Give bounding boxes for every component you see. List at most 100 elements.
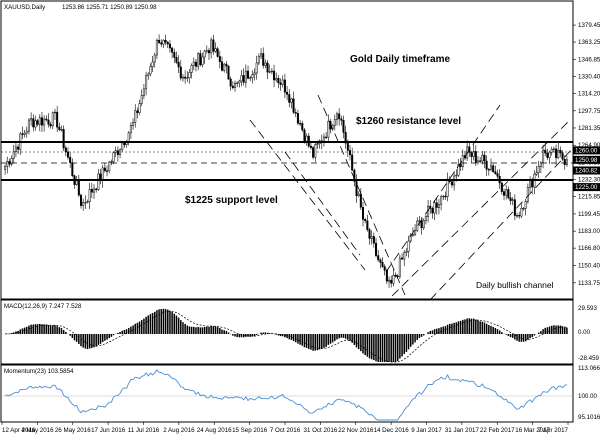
candle-body (121, 142, 124, 151)
candle-body (296, 113, 299, 124)
candle-body (164, 39, 167, 43)
candle-body (392, 275, 395, 284)
candle-body (199, 53, 202, 66)
candle-body (173, 52, 176, 58)
bullish-channel (385, 104, 574, 301)
candle-body (379, 259, 382, 263)
candle-body (40, 117, 43, 126)
candle-body (227, 65, 230, 80)
candle-body (32, 118, 35, 128)
candle-body (398, 257, 401, 277)
candle-body (552, 148, 555, 150)
candle-body (442, 195, 445, 198)
annotation-support: $1225 support level (185, 195, 278, 206)
candle-body (17, 146, 20, 150)
candle-body (82, 202, 85, 206)
candle-body (292, 98, 295, 113)
price-tag-box (573, 155, 600, 164)
candle-body (95, 188, 98, 190)
candle-body (381, 262, 384, 267)
candle-body (66, 151, 70, 158)
candle-body (563, 158, 566, 165)
candle-body (58, 126, 61, 130)
candle-body (108, 161, 111, 172)
time-tick-label: 14 Dec 2016 (374, 427, 410, 434)
price-tag-label: 1225.00 (575, 184, 598, 191)
candle-body (518, 215, 521, 217)
candle-body (312, 147, 315, 158)
candle-body (10, 158, 13, 165)
candle-body (496, 173, 499, 177)
price-tick-label: 1264.90 (578, 142, 600, 149)
time-tick-label: 11 Jul 2016 (128, 427, 160, 434)
candle-body (201, 56, 204, 66)
momentum-line (4, 369, 568, 421)
candle-body (509, 197, 512, 201)
candle-body (93, 188, 96, 193)
time-tick-label: 26 May 2016 (55, 427, 91, 434)
candle-body (433, 202, 436, 214)
price-tick-label: 1133.75 (578, 280, 600, 287)
candle-body (153, 54, 156, 63)
candle-body (524, 201, 527, 209)
candle-body (97, 173, 100, 190)
candle-body (550, 148, 553, 153)
candle-body (450, 181, 453, 186)
price-tick-label: 1314.20 (578, 91, 600, 98)
candle-body (268, 71, 271, 73)
candle-body (405, 251, 408, 253)
annotation-title: Gold Daily timeframe (350, 54, 450, 65)
candle-body (6, 161, 9, 167)
candle-body (270, 70, 273, 73)
candle-body (375, 242, 378, 256)
candle-body (23, 132, 26, 135)
candle-body (522, 208, 525, 210)
candle-body (175, 57, 178, 63)
candle-body (240, 75, 243, 82)
candle-body (30, 118, 33, 121)
candle-body (335, 113, 338, 120)
candle-body (264, 62, 267, 66)
candle-body (388, 279, 391, 282)
candle-body (342, 120, 345, 133)
candle-body (368, 229, 371, 239)
candle-body (472, 151, 475, 157)
candle-body (103, 167, 106, 171)
price-tag-box (573, 183, 600, 192)
candle-body (403, 252, 406, 260)
candle-body (357, 193, 360, 196)
candle-body (364, 219, 367, 222)
macd-label: MACD(12,26,9) 7.247 7.528 (4, 303, 82, 310)
candle-body (470, 152, 473, 157)
candle-body (327, 121, 330, 138)
price-tick-label: 1232.30 (578, 176, 600, 183)
candle-body (38, 117, 41, 125)
candle-body (455, 174, 458, 177)
candle-body (440, 196, 443, 205)
time-tick-label: 15 Sep 2016 (232, 427, 268, 434)
price-tick-label: 1166.80 (578, 245, 600, 252)
time-tick-label: 2 Aug 2016 (163, 427, 195, 434)
candle-body (69, 156, 72, 163)
time-tick-label: 12 Apr 2016 (2, 427, 36, 434)
candle-body (177, 62, 180, 68)
candle-body (262, 53, 265, 66)
price-tick-label: 1150.40 (578, 262, 600, 269)
candle-body (279, 82, 282, 85)
momentum-tick-label: 95.1016 (578, 414, 600, 421)
candle-body (361, 206, 365, 220)
candle-body (520, 208, 523, 217)
candle-body (90, 189, 93, 193)
candle-body (340, 118, 343, 121)
candle-body (431, 208, 434, 214)
price-tick-label: 1215.85 (578, 194, 600, 201)
candle-body (277, 78, 280, 84)
price-tick-label: 1379.45 (578, 22, 600, 29)
candle-body (266, 62, 269, 73)
candle-body (188, 72, 191, 78)
candle-body (194, 61, 197, 67)
candle-body (281, 79, 284, 85)
candle-body (424, 216, 427, 221)
candle-body (511, 199, 514, 201)
